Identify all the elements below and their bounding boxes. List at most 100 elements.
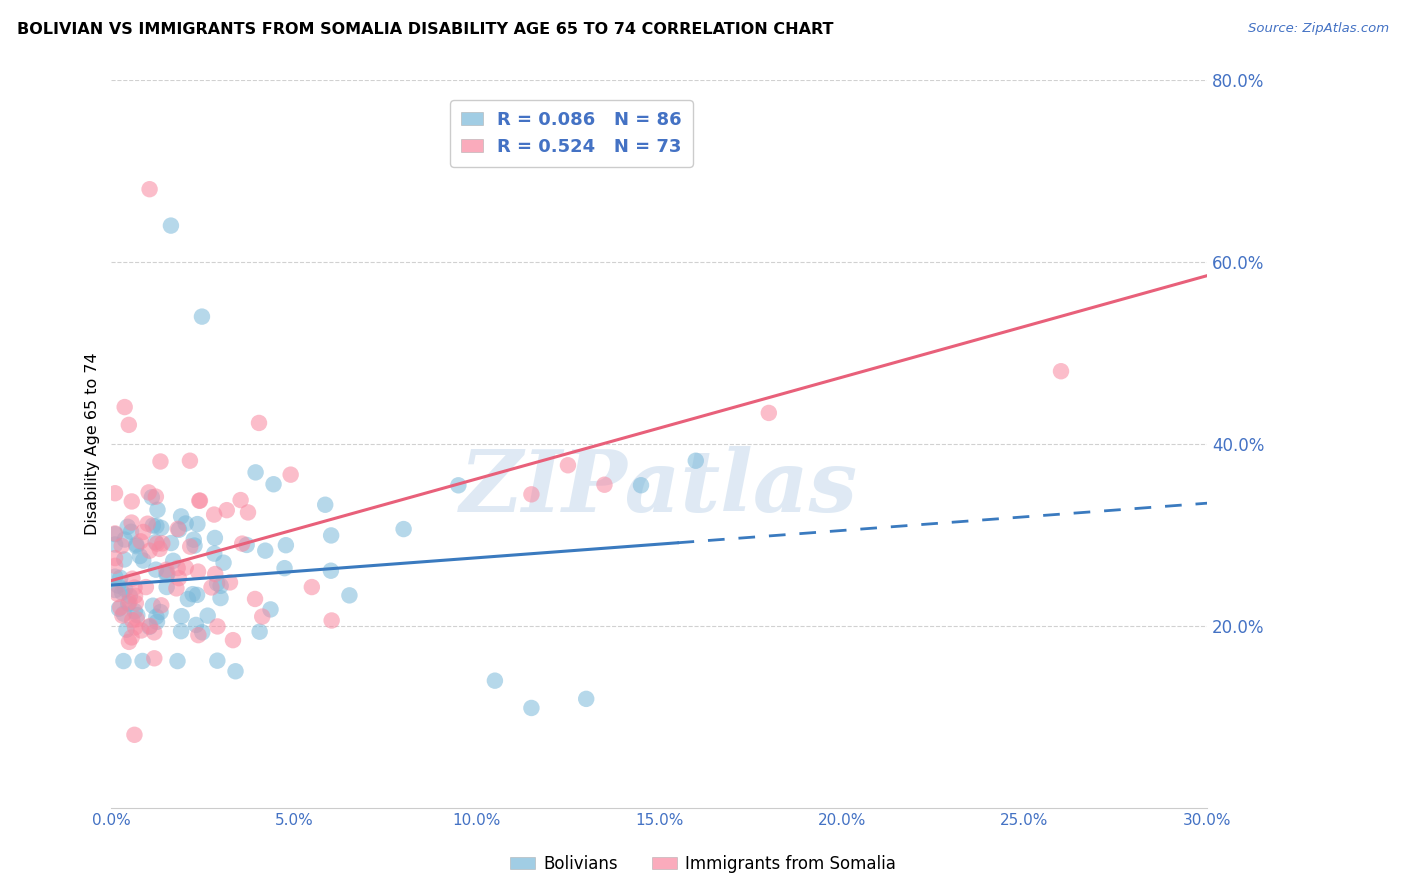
Point [557,458,579,473]
Point [129,534,152,549]
Point [141,490,163,504]
Point [204,567,226,582]
Point [124,620,146,634]
Point [229,493,252,508]
Point [319,564,342,578]
Point [114,582,136,596]
Point [184,618,207,632]
Point [188,493,211,508]
Point [162,554,184,568]
Point [231,536,253,550]
Point [104,537,127,551]
Point [104,551,127,566]
Point [170,509,193,524]
Point [321,614,343,628]
Legend: Bolivians, Immigrants from Somalia: Bolivians, Immigrants from Somalia [503,848,903,880]
Point [121,613,143,627]
Point [131,654,153,668]
Point [187,628,209,642]
Point [104,527,127,541]
Point [138,620,160,634]
Point [138,543,160,558]
Point [111,608,134,623]
Point [145,563,167,577]
Point [205,576,228,591]
Point [245,466,267,480]
Point [191,625,214,640]
Point [111,539,134,553]
Point [593,477,616,491]
Point [118,589,141,603]
Text: ZIPatlas: ZIPatlas [460,446,858,530]
Point [149,541,172,556]
Point [110,571,132,585]
Point [146,503,169,517]
Text: BOLIVIAN VS IMMIGRANTS FROM SOMALIA DISABILITY AGE 65 TO 74 CORRELATION CHART: BOLIVIAN VS IMMIGRANTS FROM SOMALIA DISA… [17,22,834,37]
Point [104,583,127,598]
Point [187,565,209,579]
Point [143,651,166,665]
Point [145,535,167,549]
Point [142,518,165,533]
Point [630,478,652,492]
Point [112,654,135,668]
Point [160,219,183,233]
Point [125,612,148,626]
Point [160,536,183,550]
Point [142,599,165,613]
Point [259,602,281,616]
Point [243,591,266,606]
Point [167,522,190,536]
Point [179,453,201,467]
Point [575,691,598,706]
Point [207,654,229,668]
Point [301,580,323,594]
Point [183,533,205,547]
Point [138,485,160,500]
Point [167,523,190,537]
Point [125,539,148,553]
Point [107,578,129,592]
Point [235,538,257,552]
Point [202,508,225,522]
Point [104,558,127,573]
Point [191,310,214,324]
Point [202,547,225,561]
Point [104,486,127,500]
Point [145,519,167,533]
Point [145,609,167,624]
Point [177,592,200,607]
Point [758,406,780,420]
Point [188,493,211,508]
Point [150,599,173,613]
Point [121,494,143,508]
Point [150,536,173,550]
Point [263,477,285,491]
Point [124,728,146,742]
Point [254,543,277,558]
Point [179,540,201,554]
Point [112,552,135,566]
Point [685,454,707,468]
Point [280,467,302,482]
Point [117,520,139,534]
Point [149,454,172,468]
Legend: R = 0.086   N = 86, R = 0.524   N = 73: R = 0.086 N = 86, R = 0.524 N = 73 [450,100,693,167]
Point [121,516,143,530]
Point [114,533,136,547]
Point [114,400,136,414]
Point [225,665,247,679]
Point [165,582,187,596]
Point [215,503,238,517]
Point [118,635,141,649]
Point [209,579,232,593]
Point [111,585,134,599]
Point [252,609,274,624]
Point [339,588,361,602]
Point [139,619,162,633]
Y-axis label: Disability Age 65 to 74: Disability Age 65 to 74 [86,352,100,535]
Point [150,521,173,535]
Point [124,581,146,595]
Point [124,604,146,618]
Point [247,416,270,430]
